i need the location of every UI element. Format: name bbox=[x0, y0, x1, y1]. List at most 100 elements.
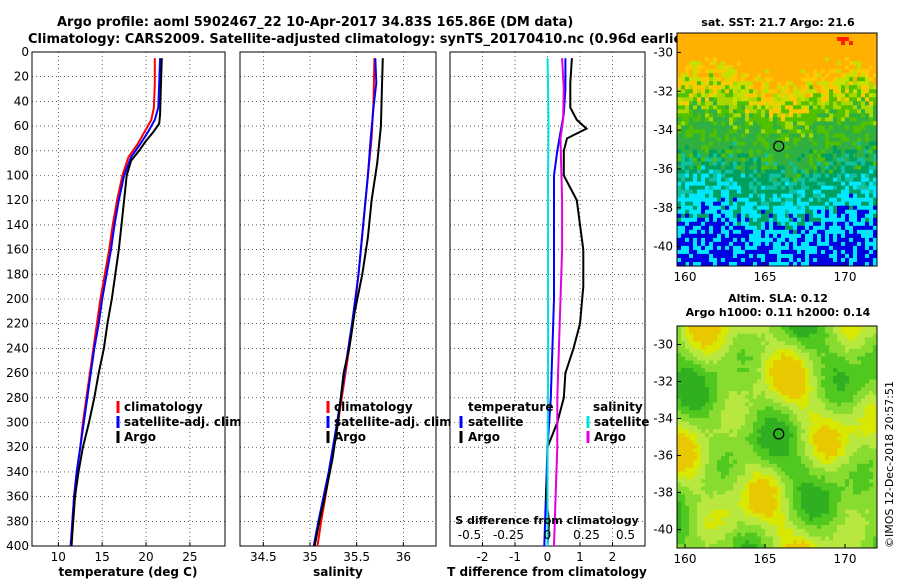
heatmap-cell bbox=[713, 352, 718, 358]
heatmap-cell bbox=[873, 117, 878, 122]
heatmap-cell bbox=[769, 371, 774, 377]
heatmap-cell bbox=[817, 105, 822, 110]
heatmap-cell bbox=[681, 410, 686, 415]
heatmap-cell bbox=[729, 237, 734, 243]
heatmap-cell bbox=[701, 229, 706, 235]
heatmap-cell bbox=[841, 209, 846, 215]
heatmap-cell bbox=[829, 221, 834, 227]
heatmap-cell bbox=[825, 141, 830, 146]
heatmap-cell bbox=[849, 193, 854, 199]
heatmap-cell bbox=[785, 77, 790, 82]
heatmap-cell bbox=[829, 157, 834, 162]
heatmap-cell bbox=[801, 117, 806, 122]
heatmap-cell bbox=[721, 65, 726, 70]
heatmap-cell bbox=[861, 261, 866, 267]
heatmap-cell bbox=[737, 37, 742, 42]
heatmap-cell bbox=[729, 69, 734, 74]
heatmap-cell bbox=[693, 153, 698, 158]
heatmap-cell bbox=[741, 333, 746, 338]
heatmap-cell bbox=[869, 326, 874, 331]
heatmap-cell bbox=[777, 213, 782, 219]
heatmap-cell bbox=[865, 165, 870, 170]
heatmap-cell bbox=[809, 89, 814, 94]
heatmap-cell bbox=[837, 65, 842, 70]
heatmap-cell bbox=[857, 253, 862, 259]
heatmap-cell bbox=[693, 85, 698, 90]
heatmap-cell bbox=[849, 117, 854, 122]
heatmap-cell bbox=[733, 105, 738, 110]
heatmap-cell bbox=[753, 245, 758, 251]
heatmap-cell bbox=[781, 379, 786, 384]
heatmap-cell bbox=[753, 109, 758, 114]
heatmap-cell bbox=[725, 237, 730, 243]
heatmap-cell bbox=[713, 341, 718, 346]
heatmap-cell bbox=[793, 406, 798, 411]
heatmap-cell bbox=[685, 225, 690, 231]
heatmap-cell bbox=[865, 225, 870, 231]
heatmap-cell bbox=[769, 329, 774, 335]
heatmap-cell bbox=[753, 93, 758, 98]
heatmap-cell bbox=[857, 189, 862, 195]
heatmap-cell bbox=[717, 61, 722, 66]
heatmap-cell bbox=[853, 253, 858, 259]
heatmap-cell bbox=[681, 217, 686, 223]
heatmap-cell bbox=[761, 437, 766, 442]
heatmap-cell bbox=[777, 73, 782, 78]
heatmap-cell bbox=[713, 356, 718, 361]
heatmap-cell bbox=[761, 217, 766, 223]
heatmap-cell bbox=[853, 165, 858, 170]
heatmap-cell bbox=[861, 257, 866, 263]
heatmap-cell bbox=[805, 109, 810, 114]
heatmap-cell bbox=[861, 173, 866, 179]
heatmap-cell bbox=[701, 149, 706, 154]
heatmap-cell bbox=[729, 129, 734, 134]
heatmap-cell bbox=[857, 241, 862, 247]
heatmap-cell bbox=[821, 157, 826, 162]
heatmap-cell bbox=[773, 448, 778, 453]
heatmap-cell bbox=[729, 452, 734, 457]
heatmap-cell bbox=[829, 217, 834, 223]
heatmap-cell bbox=[805, 165, 810, 170]
heatmap-cell bbox=[833, 57, 838, 62]
heatmap-cell bbox=[769, 402, 774, 407]
heatmap-cell bbox=[721, 452, 726, 457]
heatmap-cell bbox=[705, 101, 710, 106]
heatmap-cell bbox=[701, 61, 706, 66]
heatmap-cell bbox=[677, 117, 682, 122]
heatmap-cell bbox=[717, 177, 722, 183]
heatmap-cell bbox=[813, 391, 818, 396]
heatmap-cell bbox=[705, 368, 710, 373]
heatmap-cell bbox=[741, 69, 746, 74]
temperature-lines bbox=[69, 58, 163, 547]
heatmap-cell bbox=[741, 421, 746, 426]
heatmap-cell bbox=[717, 105, 722, 110]
heatmap-cell bbox=[753, 81, 758, 86]
heatmap-cell bbox=[801, 217, 806, 223]
heatmap-cell bbox=[777, 237, 782, 243]
heatmap-cell bbox=[829, 345, 834, 350]
heatmap-cell bbox=[829, 333, 834, 338]
heatmap-cell bbox=[773, 245, 778, 251]
heatmap-cell bbox=[745, 61, 750, 66]
heatmap-cell bbox=[701, 448, 706, 453]
heatmap-cell bbox=[849, 452, 854, 457]
heatmap-cell bbox=[757, 463, 762, 469]
heatmap-cell bbox=[741, 49, 746, 54]
heatmap-cell bbox=[845, 121, 850, 126]
heatmap-cell bbox=[817, 85, 822, 90]
y-tick-label: 400 bbox=[6, 539, 29, 553]
heatmap-cell bbox=[769, 157, 774, 162]
heatmap-cell bbox=[785, 69, 790, 74]
heatmap-cell bbox=[845, 61, 850, 66]
heatmap-cell bbox=[745, 181, 750, 187]
heatmap-cell bbox=[813, 141, 818, 146]
heatmap-cell bbox=[857, 193, 862, 199]
heatmap-cell bbox=[825, 53, 830, 58]
heatmap-cell bbox=[817, 410, 822, 415]
heatmap-cell bbox=[873, 337, 878, 342]
heatmap-cell bbox=[813, 329, 818, 335]
heatmap-cell bbox=[697, 467, 702, 472]
heatmap-cell bbox=[733, 364, 738, 369]
heatmap-cell bbox=[829, 257, 834, 263]
heatmap-cell bbox=[857, 356, 862, 361]
